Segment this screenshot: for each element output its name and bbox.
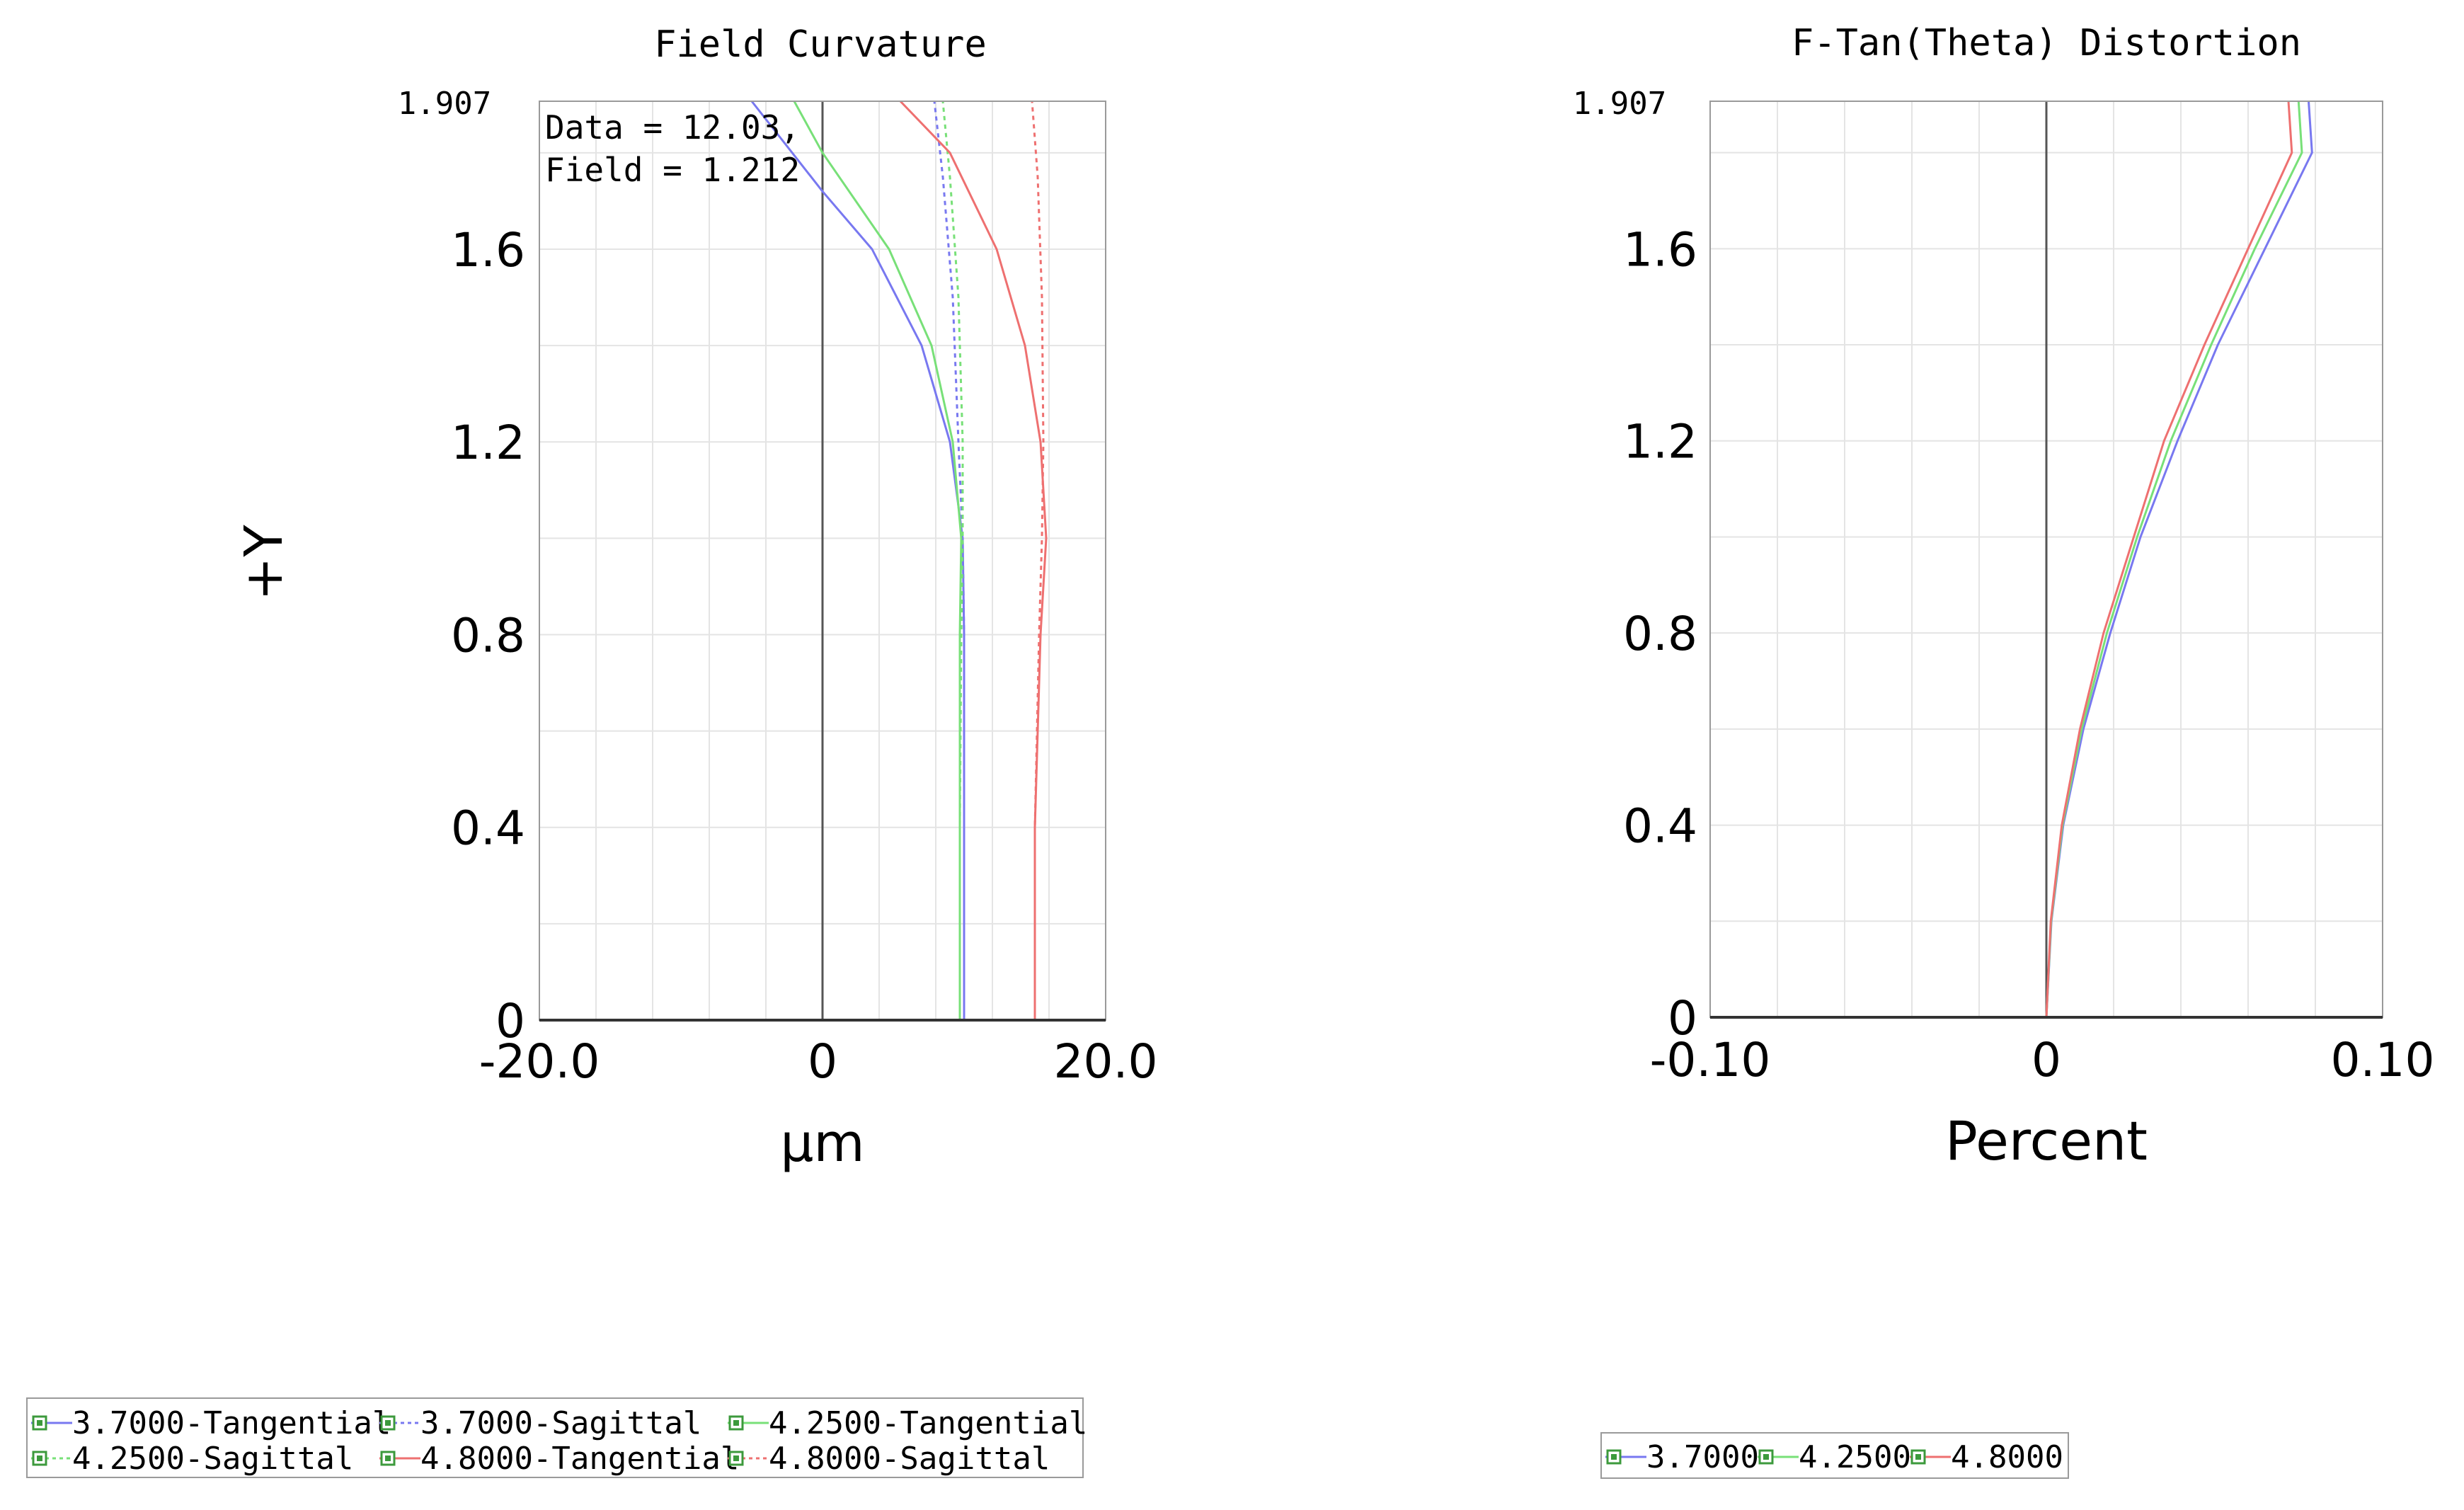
distortion-title: F-Tan(Theta) Distortion <box>1792 22 2301 64</box>
fc-y-tick-label: 0.4 <box>451 801 525 856</box>
distortion-y-ticks: 0 0.4 0.8 1.2 1.6 <box>1623 222 1697 1046</box>
legend-item-4-2500-tangential[interactable]: 4.2500-Tangential <box>728 1405 1087 1441</box>
legend-item-3-7000[interactable]: 3.7000 <box>1605 1439 1759 1475</box>
field-curvature-legend-box <box>26 1397 1084 1478</box>
dist-y-tick-label: 0.8 <box>1623 607 1697 661</box>
legend-checkbox-check <box>385 1420 391 1426</box>
fc-x-tick-label: -20.0 <box>479 1034 600 1089</box>
dist-y-tick-label: 0 <box>1668 991 1697 1046</box>
field-curvature-title: Field Curvature <box>654 23 987 66</box>
legend-item-4-8000-tangential[interactable]: 4.8000-Tangential <box>379 1441 739 1477</box>
legend-item-4-2500[interactable]: 4.2500 <box>1758 1439 1911 1475</box>
legend-label: 4.2500-Tangential <box>769 1405 1087 1441</box>
legend-checkbox-check <box>1763 1454 1769 1460</box>
legend-label: 3.7000-Tangential <box>72 1405 391 1441</box>
distortion-x-axis-label: Percent <box>1945 1109 2148 1172</box>
annotation-data-line: Data = 12.03, <box>545 108 800 147</box>
dist-x-tick-label: 0 <box>2032 1033 2061 1087</box>
distortion-y-max-label: 1.907 <box>1573 86 1666 122</box>
distortion-series <box>2045 101 2313 1018</box>
field-curvature-y-axis-label: +Y <box>234 525 294 601</box>
distortion-x-ticks: -0.10 0 0.10 <box>1650 1033 2435 1087</box>
annotation-field-line: Field = 1.212 <box>545 151 800 189</box>
fc-y-tick-label: 0.8 <box>451 608 525 663</box>
legend-checkbox-check <box>37 1455 42 1461</box>
dist-y-tick-label: 1.2 <box>1623 415 1697 469</box>
legend-label: 3.7000 <box>1646 1439 1759 1475</box>
legend-checkbox-check <box>1915 1454 1921 1460</box>
fc-y-tick-label: 0 <box>495 994 525 1048</box>
fc-x-tick-label: 20.0 <box>1054 1034 1158 1089</box>
field-curvature-series <box>750 100 1048 1020</box>
legend-checkbox-check <box>385 1455 391 1461</box>
series-line-4-2500 <box>2045 101 2303 1018</box>
field-curvature-panel: Field Curvature 1.907 0 0.4 0.8 1.2 1.6 -20.… <box>234 23 1157 1174</box>
field-curvature-y-ticks: 0 0.4 0.8 1.2 1.6 <box>451 223 525 1048</box>
distortion-legend-box <box>1600 1432 2069 1479</box>
distortion-legend: 3.7000 4.2500 4.8000 <box>1600 1432 2069 1479</box>
legend-item-3-7000-tangential[interactable]: 3.7000-Tangential <box>31 1405 391 1441</box>
legend-checkbox-check <box>733 1420 739 1426</box>
legend-label: 3.7000-Sagittal <box>420 1405 701 1441</box>
legend-label: 4.8000-Sagittal <box>769 1441 1050 1477</box>
series-line-4-8000-sagittal <box>1031 101 1045 1020</box>
legend-checkbox-check <box>1611 1454 1617 1460</box>
distortion-panel: F-Tan(Theta) Distortion 1.907 0 0.4 0.8 1.2… <box>1573 22 2435 1172</box>
series-line-3-7000-tangential <box>750 101 965 1020</box>
cursor-annotation: Data = 12.03, Field = 1.212 <box>545 108 800 189</box>
legend-item-4-8000[interactable]: 4.8000 <box>1910 1439 2063 1475</box>
series-line-4-2500-sagittal <box>941 101 964 1020</box>
series-line-3-7000-sagittal <box>933 101 965 1020</box>
series-line-3-7000 <box>2045 101 2313 1018</box>
fc-y-tick-label: 1.2 <box>451 416 525 470</box>
fc-x-tick-label: 0 <box>808 1034 837 1089</box>
field-curvature-y-max-label: 1.907 <box>398 86 491 122</box>
legend-checkbox-check <box>37 1420 42 1426</box>
dist-y-tick-label: 1.6 <box>1623 222 1697 277</box>
field-curvature-x-ticks: -20.0 0 20.0 <box>479 1034 1158 1089</box>
legend-label: 4.8000-Tangential <box>420 1441 739 1477</box>
legend-item-3-7000-sagittal[interactable]: 3.7000-Sagittal <box>379 1405 701 1441</box>
field-curvature-x-axis-label: µm <box>780 1113 864 1174</box>
series-line-4-8000-tangential <box>899 100 1048 1020</box>
legend-label: 4.2500 <box>1799 1439 1911 1475</box>
series-line-4-8000 <box>2045 101 2293 1018</box>
field-curvature-legend: 3.7000-Tangential 3.7000-Sagittal 4.2500-T… <box>26 1397 1087 1478</box>
legend-label: 4.2500-Sagittal <box>72 1441 353 1477</box>
legend-label: 4.8000 <box>1951 1439 2063 1475</box>
dist-x-tick-label: -0.10 <box>1650 1033 1771 1087</box>
dist-y-tick-label: 0.4 <box>1623 799 1697 854</box>
legend-item-4-2500-sagittal[interactable]: 4.2500-Sagittal <box>31 1441 353 1477</box>
legend-checkbox-check <box>733 1455 739 1461</box>
legend-item-4-8000-sagittal[interactable]: 4.8000-Sagittal <box>728 1441 1050 1477</box>
fc-y-tick-label: 1.6 <box>451 223 525 278</box>
dist-x-tick-label: 0.10 <box>2331 1033 2435 1087</box>
